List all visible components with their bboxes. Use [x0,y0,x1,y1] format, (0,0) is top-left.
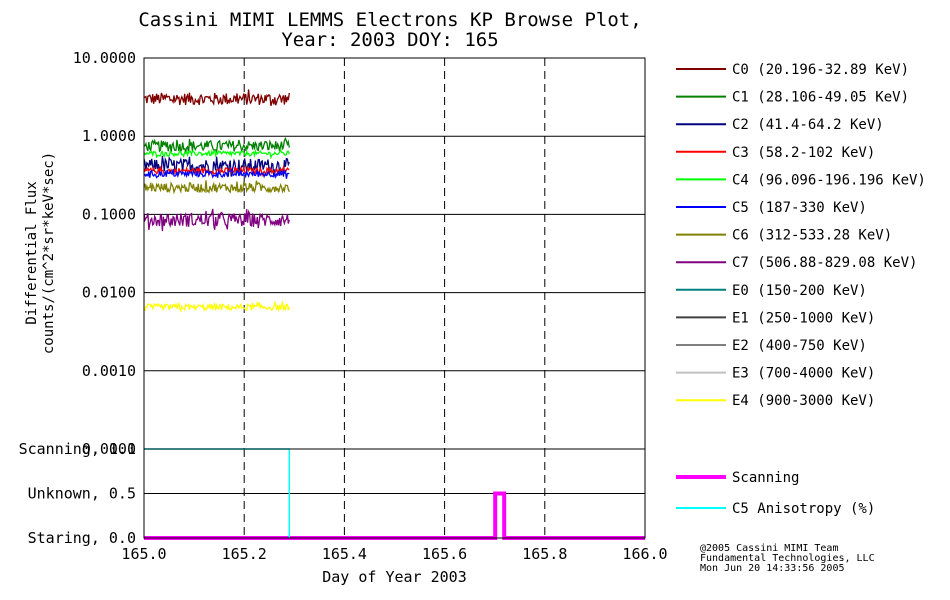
x-tick-label-3: 165.6 [422,545,467,563]
legend-label-c7: C7 (506.88-829.08 KeV) [732,255,917,271]
flux-y-axis-label: Differential Fluxcounts/(cm^2*sr*keV*sec… [24,152,57,354]
legend-label-e0: E0 (150-200 KeV) [732,283,867,299]
flux-panel-frame [143,57,646,450]
credits: @2005 Cassini MIMI Team Fundamental Tech… [700,544,875,574]
legend-label-e2: E2 (400-750 KeV) [732,338,867,354]
x-tick-label-5: 166.0 [622,545,667,563]
flux-y-tick-label-4: 0.0010 [82,362,136,380]
flux-y-axis-label-line-1: counts/(cm^2*sr*keV*sec) [41,152,57,354]
mode-series-scanning [144,491,645,540]
mode-legend-label-1: C5 Anisotropy (%) [732,501,875,517]
x-tick-label-2: 165.4 [322,545,367,563]
flux-y-tick-label-2: 0.1000 [82,205,136,223]
mode-panel-frame [143,448,646,539]
flux-series-c5 [143,167,290,180]
credits-line2: Fundamental Technologies, LLC [700,553,875,564]
legend-label-c1: C1 (28.106-49.05 KeV) [732,90,909,106]
flux-y-axis-label-line-0: Differential Flux [24,181,40,324]
legend-label-c5: C5 (187-330 KeV) [732,200,867,216]
flux-y-tick-label-3: 0.0100 [82,284,136,302]
legend-label-c0: C0 (20.196-32.89 KeV) [732,62,909,78]
x-tick-label-4: 165.8 [522,545,567,563]
credits-line3: Mon Jun 20 14:33:56 2005 [700,563,845,574]
x-axis-label: Day of Year 2003 [322,568,467,586]
flux-series-c6 [143,180,290,195]
x-tick-label-0: 165.0 [121,545,166,563]
legend-label-c2: C2 (41.4-64.2 KeV) [732,117,884,133]
legend-label-c6: C6 (312-533.28 KeV) [732,228,892,244]
flux-y-tick-label-5: 0.0001 [82,440,136,458]
legend-label-e3: E3 (700-4000 KeV) [732,366,875,382]
flux-series-c0 [143,89,290,106]
legend-label-c3: C3 (58.2-102 KeV) [732,145,875,161]
chart-title-line1: Cassini MIMI LEMMS Electrons KP Browse P… [138,9,642,31]
flux-series-c1 [143,136,290,155]
flux-series-e4 [143,300,290,314]
mode-y-tick-label-2: Staring, 0.0 [28,529,136,547]
mode-legend-label-0: Scanning [732,470,799,486]
flux-series-c4 [143,148,290,160]
mode-y-tick-label-1: Unknown, 0.5 [28,485,136,503]
mode-y-tick-label-0: Scanning, 1.0 [19,440,136,458]
credits-line1: @2005 Cassini MIMI Team [700,543,839,554]
x-tick-label-1: 165.2 [222,545,267,563]
legend-label-c4: C4 (96.096-196.196 KeV) [732,172,926,188]
flux-series-c7 [143,208,290,232]
legend-label-e1: E1 (250-1000 KeV) [732,310,875,326]
flux-y-tick-label-1: 1.0000 [82,127,136,145]
flux-series-c2 [143,155,290,177]
flux-y-tick-label-0: 10.0000 [73,49,136,67]
chart-title-line2: Year: 2003 DOY: 165 [281,29,499,51]
legend-label-e4: E4 (900-3000 KeV) [732,393,875,409]
